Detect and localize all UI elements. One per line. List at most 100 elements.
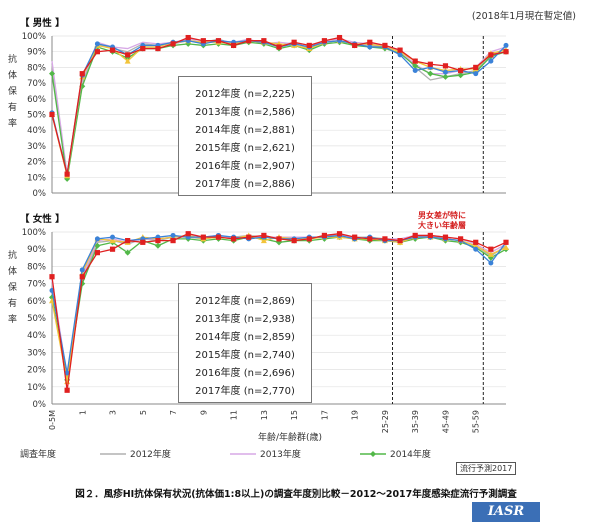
data-point (49, 274, 55, 280)
data-point (367, 44, 373, 50)
iasr-logo: IASR (472, 502, 540, 522)
data-point (473, 246, 479, 252)
data-point (261, 38, 267, 44)
data-point (291, 39, 297, 45)
data-point (442, 63, 449, 69)
data-point (276, 236, 282, 242)
y-tick-label: 30% (27, 142, 46, 152)
y-tick-label: 40% (27, 126, 46, 136)
n-label: 2016年度 (n=2,696) (195, 368, 295, 379)
panel-label: 【 女性 】 (20, 213, 65, 225)
data-point (458, 67, 464, 74)
data-point (427, 61, 433, 67)
n-label: 2017年度 (n=2,886) (195, 179, 295, 190)
note-provisional: (2018年1月現在暫定値) (471, 11, 576, 22)
data-point (457, 72, 464, 79)
data-point (109, 237, 116, 244)
y-tick-label: 0% (33, 189, 47, 199)
y-axis-label-char: 抗 (8, 53, 17, 65)
y-tick-label: 40% (27, 331, 46, 341)
data-point (140, 239, 146, 245)
data-point (367, 236, 373, 242)
y-tick-label: 20% (27, 158, 46, 168)
legend-label: 2014年度 (390, 448, 431, 460)
data-point (382, 42, 388, 49)
data-point (503, 239, 509, 245)
x-tick-label: 5 (139, 410, 148, 415)
x-tick-label: 17 (320, 410, 329, 420)
data-point (412, 68, 418, 74)
data-point (488, 260, 494, 266)
data-point (488, 246, 494, 252)
y-axis-label-char: 体 (8, 265, 17, 277)
data-point (109, 47, 116, 53)
y-tick-label: 60% (27, 297, 46, 307)
data-point (49, 70, 55, 77)
data-point (397, 238, 403, 244)
data-point (276, 44, 282, 50)
legend-label: 2012年度 (130, 448, 171, 460)
data-point (427, 70, 434, 77)
data-point (503, 49, 509, 55)
data-point (200, 234, 206, 240)
y-axis-label-char: 抗 (8, 249, 17, 261)
data-point (154, 242, 161, 249)
data-point (473, 64, 479, 70)
y-tick-label: 80% (27, 262, 46, 272)
data-point (124, 249, 131, 256)
data-point (336, 34, 343, 41)
data-point (367, 39, 373, 45)
x-tick-label: 45-49 (441, 410, 450, 433)
n-label: 2012年度 (n=2,869) (195, 296, 295, 307)
x-tick-label: 3 (109, 410, 118, 415)
data-point (185, 34, 191, 41)
y-tick-label: 20% (27, 366, 46, 376)
x-axis-label: 年齢/年齢群(歳) (258, 431, 322, 443)
data-point (185, 231, 191, 237)
y-tick-label: 10% (27, 173, 46, 183)
data-point (64, 171, 70, 177)
data-point (397, 52, 403, 58)
data-point (155, 45, 161, 52)
data-point (200, 38, 206, 44)
n-label: 2014年度 (n=2,881) (195, 125, 295, 136)
data-point (215, 234, 222, 240)
data-point (246, 38, 252, 44)
x-tick-label: 0-5M (48, 410, 57, 430)
x-tick-label: 35-39 (411, 410, 420, 433)
data-point (94, 236, 100, 242)
data-point (321, 38, 327, 44)
data-point (125, 52, 131, 58)
y-tick-label: 100% (22, 228, 46, 238)
data-point (94, 49, 100, 55)
y-tick-label: 70% (27, 280, 46, 290)
data-point (110, 234, 116, 240)
data-point (503, 244, 509, 250)
data-point (155, 238, 161, 244)
y-axis-label-char: 有 (8, 101, 17, 113)
n-label: 2013年度 (n=2,938) (195, 314, 295, 325)
n-label: 2015年度 (n=2,740) (195, 350, 295, 361)
data-point (352, 42, 358, 49)
y-axis-label-char: 体 (8, 69, 17, 81)
data-point (473, 71, 479, 77)
y-axis-label-char: 率 (8, 313, 17, 325)
data-point (397, 47, 403, 53)
data-point (412, 232, 418, 239)
data-point (473, 239, 479, 245)
y-axis-label-char: 率 (8, 117, 17, 129)
y-axis-label-char: 保 (8, 85, 17, 97)
data-point (215, 38, 222, 44)
data-point (487, 251, 494, 257)
data-point (503, 42, 509, 48)
data-point (306, 42, 312, 49)
x-tick-label: 11 (230, 410, 239, 420)
data-point (79, 274, 85, 280)
n-label: 2014年度 (n=2,859) (195, 332, 295, 343)
data-point (125, 238, 131, 244)
y-tick-label: 90% (27, 48, 46, 58)
figure-caption: 図２．風疹HI抗体保有状況(抗体価1:8以上)の調査年度別比較－2012～201… (75, 489, 517, 500)
source-label: 流行予測2017 (456, 462, 517, 475)
data-point (488, 58, 494, 64)
n-label: 2017年度 (n=2,770) (195, 386, 295, 397)
